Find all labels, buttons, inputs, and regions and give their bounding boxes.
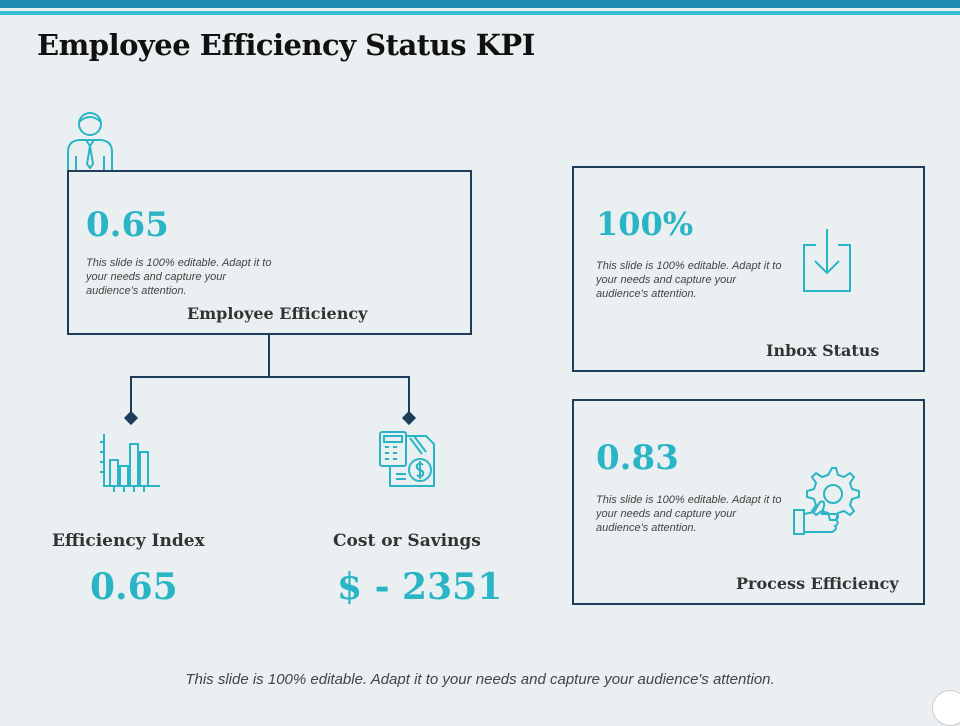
connector-horizontal [130,376,410,378]
process-efficiency-value: 0.83 [596,438,679,478]
process-efficiency-description: This slide is 100% editable. Adapt it to… [596,494,782,534]
cost-or-savings-label: Cost or Savings [333,531,481,551]
download-inbox-icon [803,229,851,292]
connector-left-diamond [123,410,139,426]
employee-efficiency-description: This slide is 100% editable. Adapt it to… [86,257,272,297]
connector-vertical [268,335,270,377]
employee-efficiency-value: 0.65 [86,205,169,245]
connector-right-drop [408,376,410,414]
employee-efficiency-card [67,170,472,335]
cost-or-savings-value: $ - 2351 [337,566,503,608]
connector-left-drop [130,376,132,414]
inbox-status-card [572,166,925,372]
employee-icon [67,112,113,170]
calculator-savings-icon [379,431,435,487]
footer-note: This slide is 100% editable. Adapt it to… [185,671,775,688]
page-title: Employee Efficiency Status KPI [37,28,535,62]
efficiency-index-value: 0.65 [90,566,178,608]
bar-chart-icon [100,434,160,492]
inbox-status-value: 100% [596,205,694,243]
inbox-status-description: This slide is 100% editable. Adapt it to… [596,260,782,300]
efficiency-index-label: Efficiency Index [52,531,205,551]
process-efficiency-card [572,399,925,605]
gear-thumbs-up-icon [793,467,860,535]
top-accent-bar [0,0,960,8]
employee-efficiency-label: Employee Efficiency [187,304,368,323]
page-corner-decoration [932,690,960,726]
connector-right-diamond [401,410,417,426]
inbox-status-label: Inbox Status [766,341,880,360]
process-efficiency-label: Process Efficiency [736,574,899,593]
top-accent-bar-thin [0,11,960,15]
